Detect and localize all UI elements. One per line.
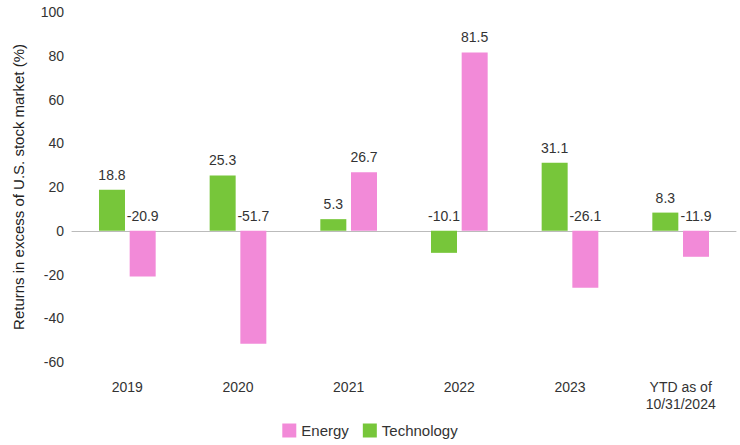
svg-text:26.7: 26.7 bbox=[350, 149, 377, 165]
svg-text:2022: 2022 bbox=[444, 379, 475, 395]
svg-text:2023: 2023 bbox=[554, 379, 585, 395]
svg-text:Returns in excess of U.S. stoc: Returns in excess of U.S. stock market (… bbox=[10, 44, 27, 330]
svg-text:20: 20 bbox=[48, 179, 64, 195]
svg-text:Technology: Technology bbox=[382, 422, 458, 439]
svg-text:-20.9: -20.9 bbox=[127, 208, 159, 224]
svg-text:-51.7: -51.7 bbox=[237, 208, 269, 224]
svg-text:YTD as of: YTD as of bbox=[650, 379, 712, 395]
svg-text:-11.9: -11.9 bbox=[681, 208, 712, 224]
svg-text:-60: -60 bbox=[44, 354, 64, 370]
svg-text:-40: -40 bbox=[44, 310, 64, 326]
svg-text:2021: 2021 bbox=[333, 379, 364, 395]
svg-text:Energy: Energy bbox=[301, 422, 349, 439]
svg-text:-10.1: -10.1 bbox=[428, 208, 460, 224]
svg-text:-26.1: -26.1 bbox=[569, 208, 601, 224]
svg-text:25.3: 25.3 bbox=[209, 152, 236, 168]
svg-text:81.5: 81.5 bbox=[461, 29, 488, 45]
svg-text:18.8: 18.8 bbox=[98, 167, 125, 183]
svg-text:80: 80 bbox=[48, 48, 64, 64]
svg-text:100: 100 bbox=[41, 4, 65, 20]
svg-text:2019: 2019 bbox=[112, 379, 143, 395]
svg-text:-20: -20 bbox=[44, 267, 64, 283]
svg-text:5.3: 5.3 bbox=[324, 196, 344, 212]
svg-text:40: 40 bbox=[48, 135, 64, 151]
svg-text:0: 0 bbox=[56, 223, 64, 239]
svg-text:2020: 2020 bbox=[222, 379, 253, 395]
svg-text:31.1: 31.1 bbox=[541, 140, 568, 156]
svg-text:8.3: 8.3 bbox=[656, 190, 676, 206]
svg-text:10/31/2024: 10/31/2024 bbox=[646, 396, 716, 412]
svg-text:60: 60 bbox=[48, 92, 64, 108]
